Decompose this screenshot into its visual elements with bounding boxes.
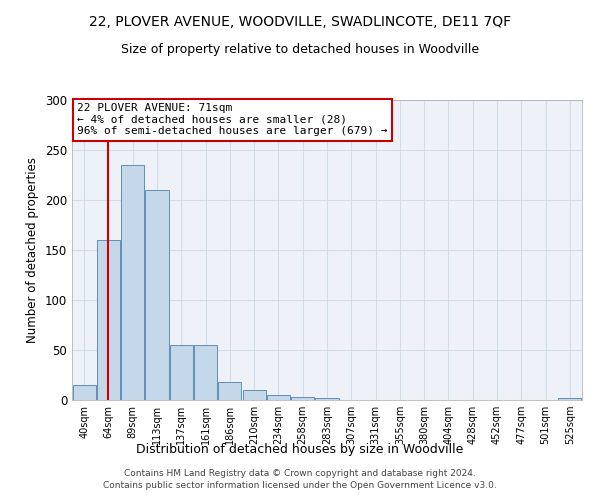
- Bar: [73, 385, 95, 400]
- Text: Size of property relative to detached houses in Woodville: Size of property relative to detached ho…: [121, 42, 479, 56]
- Y-axis label: Number of detached properties: Number of detached properties: [26, 157, 40, 343]
- Bar: [316, 398, 338, 400]
- Bar: [194, 345, 217, 400]
- Bar: [121, 165, 144, 400]
- Bar: [559, 398, 581, 400]
- Text: Distribution of detached houses by size in Woodville: Distribution of detached houses by size …: [136, 442, 464, 456]
- Bar: [218, 382, 241, 400]
- Text: Contains public sector information licensed under the Open Government Licence v3: Contains public sector information licen…: [103, 481, 497, 490]
- Bar: [170, 345, 193, 400]
- Bar: [291, 397, 314, 400]
- Bar: [145, 190, 169, 400]
- Text: 22, PLOVER AVENUE, WOODVILLE, SWADLINCOTE, DE11 7QF: 22, PLOVER AVENUE, WOODVILLE, SWADLINCOT…: [89, 15, 511, 29]
- Bar: [267, 395, 290, 400]
- Bar: [97, 240, 120, 400]
- Text: Contains HM Land Registry data © Crown copyright and database right 2024.: Contains HM Land Registry data © Crown c…: [124, 468, 476, 477]
- Text: 22 PLOVER AVENUE: 71sqm
← 4% of detached houses are smaller (28)
96% of semi-det: 22 PLOVER AVENUE: 71sqm ← 4% of detached…: [77, 103, 388, 136]
- Bar: [242, 390, 266, 400]
